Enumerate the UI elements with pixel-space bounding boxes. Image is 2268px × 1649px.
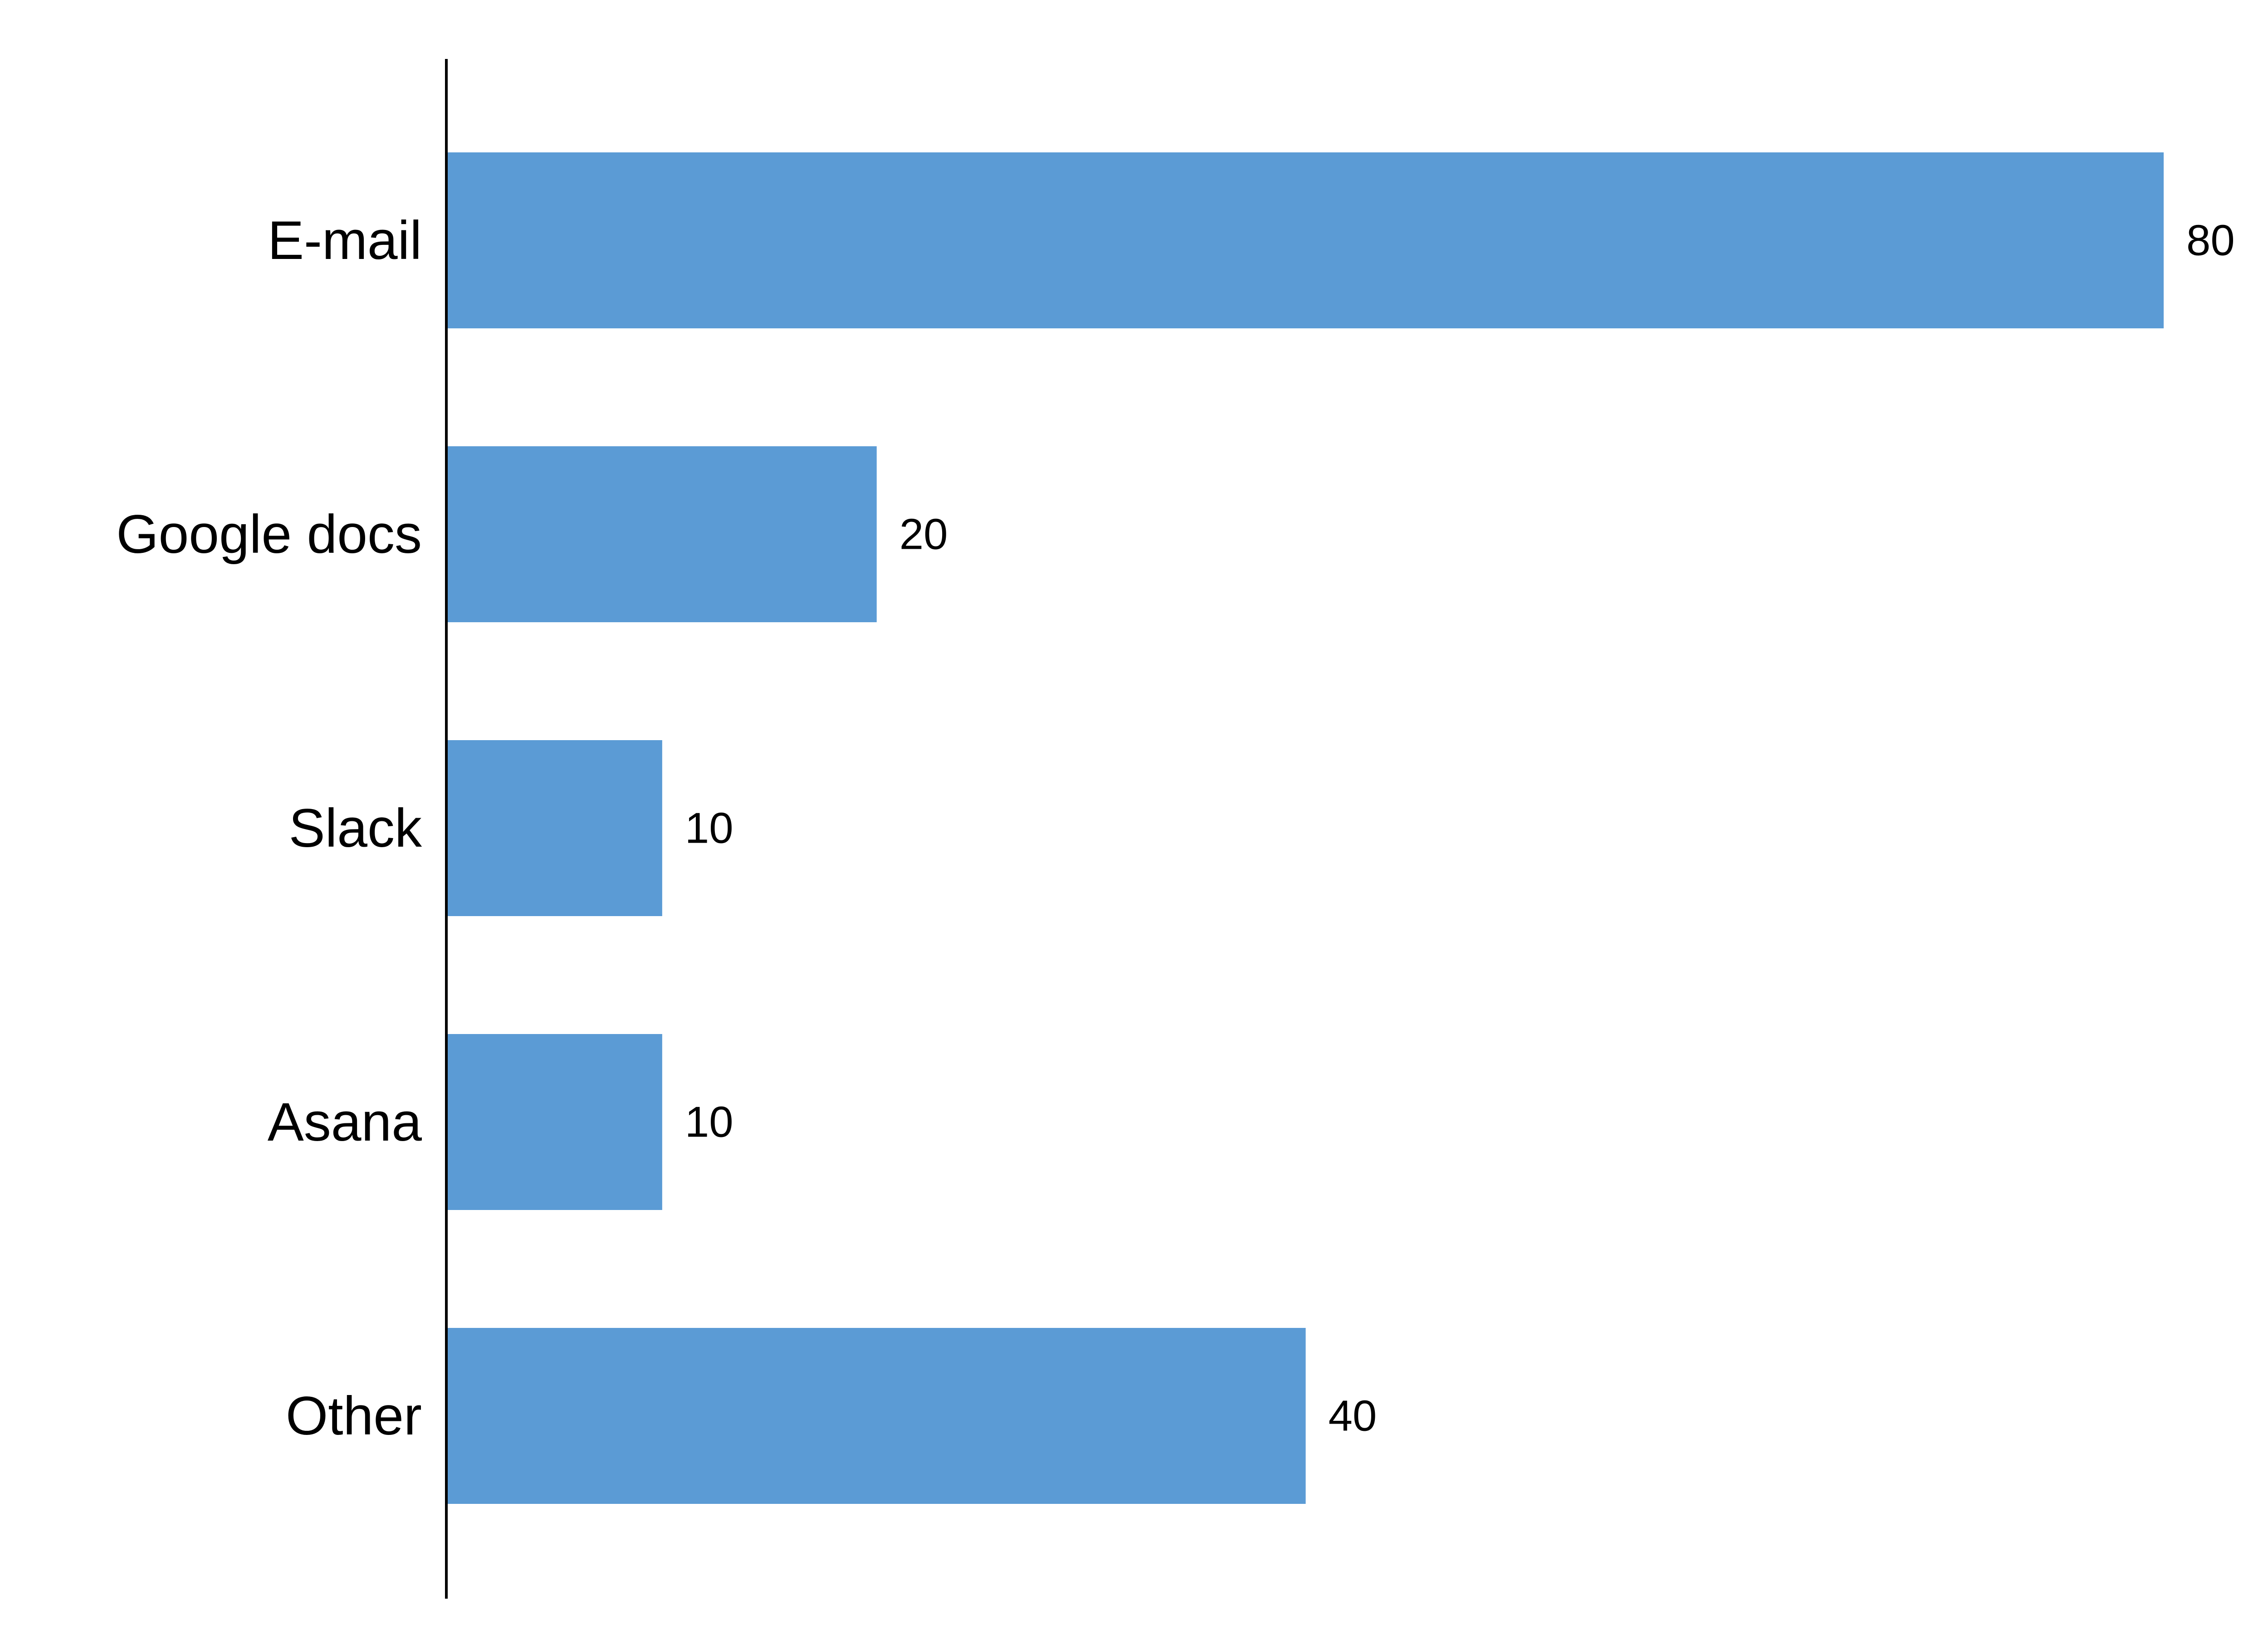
value-label-asana: 10 xyxy=(685,1098,733,1146)
bar-slack xyxy=(448,740,662,916)
category-label-e-mail: E-mail xyxy=(268,210,422,271)
value-label-e-mail: 80 xyxy=(2186,216,2235,265)
value-label-slack: 10 xyxy=(685,804,733,853)
bar-asana xyxy=(448,1034,662,1210)
bar-e-mail xyxy=(448,152,2164,328)
value-label-other: 40 xyxy=(1329,1392,1377,1440)
bars-layer xyxy=(448,152,2164,1504)
value-label-google-docs: 20 xyxy=(899,510,948,559)
category-label-slack: Slack xyxy=(289,798,422,859)
labels-layer: E-mail 80 Google docs 20 Slack 10 Asana 10 Other… xyxy=(116,210,2235,1446)
bar-other xyxy=(448,1328,1306,1504)
category-label-google-docs: Google docs xyxy=(116,504,422,565)
category-label-asana: Asana xyxy=(268,1092,422,1152)
bar-google-docs xyxy=(448,446,877,622)
category-label-other: Other xyxy=(286,1386,422,1446)
